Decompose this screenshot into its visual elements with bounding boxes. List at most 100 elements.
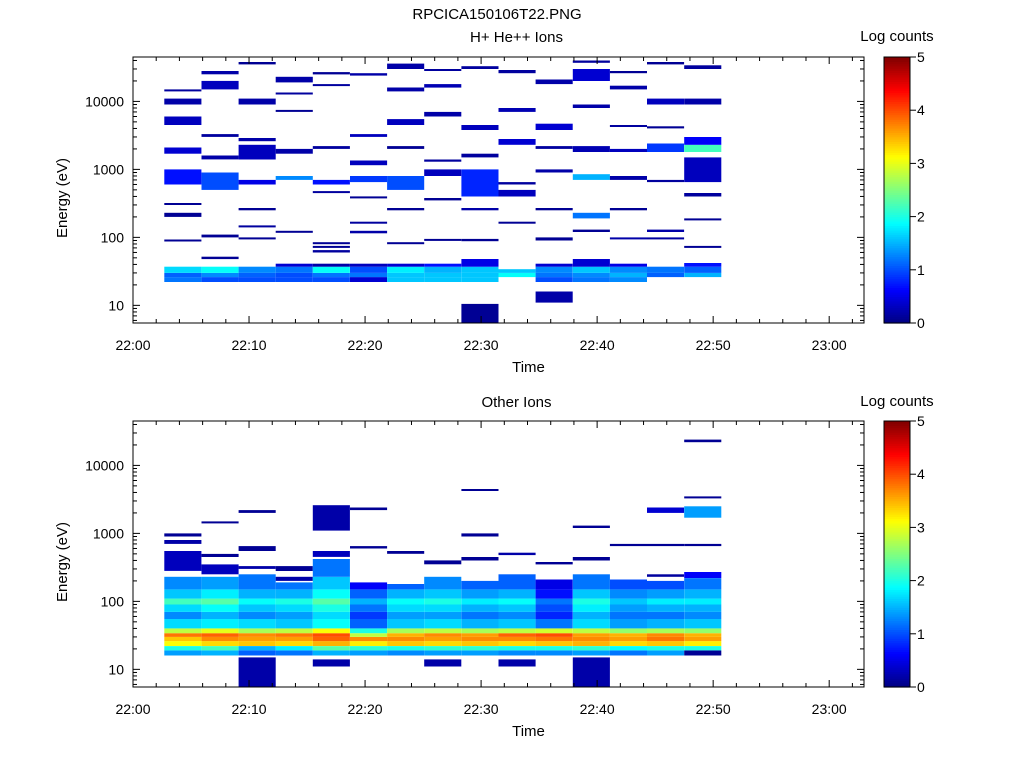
heatmap-cell bbox=[647, 604, 685, 612]
colorbar-swatch bbox=[884, 245, 910, 249]
colorbar-swatch bbox=[884, 611, 910, 615]
x-axis-label: Time bbox=[512, 359, 545, 376]
heatmap-cell bbox=[572, 646, 610, 651]
colorbar-swatch bbox=[884, 631, 910, 635]
heatmap-cell bbox=[684, 619, 722, 629]
heatmap-cell bbox=[350, 507, 388, 511]
heatmap-cell bbox=[201, 604, 239, 612]
heatmap-cell bbox=[684, 245, 722, 248]
heatmap-cell bbox=[609, 266, 647, 273]
heatmap-cell bbox=[312, 277, 350, 282]
colorbar-swatch bbox=[884, 221, 910, 224]
heatmap-cell bbox=[647, 636, 685, 642]
heatmap-cell bbox=[275, 266, 313, 273]
colorbar-swatch bbox=[884, 238, 910, 242]
x-tick-label: 22:10 bbox=[232, 337, 267, 353]
colorbar-swatch bbox=[884, 139, 910, 142]
heatmap-cell bbox=[424, 659, 462, 667]
heatmap-cell bbox=[238, 604, 276, 612]
heatmap-cell bbox=[164, 598, 202, 605]
colorbar-swatch bbox=[884, 664, 910, 668]
heatmap-cell bbox=[498, 552, 536, 556]
colorbar-swatch bbox=[884, 629, 910, 633]
heatmap-cell bbox=[498, 189, 536, 197]
heatmap-cell bbox=[201, 521, 239, 524]
heatmap-cell bbox=[424, 84, 462, 88]
heatmap-cell bbox=[461, 66, 499, 69]
heatmap-cell bbox=[350, 619, 388, 629]
heatmap-cell bbox=[461, 169, 499, 197]
heatmap-cell bbox=[572, 619, 610, 629]
heatmap-cell bbox=[535, 146, 573, 149]
heatmap-cell bbox=[461, 650, 499, 656]
panel-title: Other Ions bbox=[481, 394, 551, 411]
colorbar-swatch bbox=[884, 487, 910, 491]
heatmap-cell bbox=[572, 598, 610, 605]
colorbar-swatch bbox=[884, 485, 910, 489]
heatmap-cell bbox=[684, 598, 722, 605]
heatmap-cell bbox=[461, 619, 499, 629]
heatmap-cell bbox=[387, 63, 425, 69]
colorbar-swatch bbox=[884, 198, 910, 202]
heatmap-cell bbox=[312, 589, 350, 599]
colorbar-swatch bbox=[884, 243, 910, 247]
heatmap-cell bbox=[238, 98, 276, 105]
heatmap-cell bbox=[572, 633, 610, 637]
heatmap-cell bbox=[164, 576, 202, 590]
heatmap-cell bbox=[275, 633, 313, 637]
heatmap-cell bbox=[350, 230, 388, 234]
heatmap-cell bbox=[238, 628, 276, 634]
heatmap-cell bbox=[609, 237, 647, 240]
colorbar-swatch bbox=[884, 596, 910, 599]
heatmap-cell bbox=[647, 179, 685, 183]
heatmap-cell bbox=[312, 576, 350, 590]
heatmap-cell bbox=[498, 628, 536, 634]
heatmap-cell bbox=[312, 245, 350, 248]
heatmap-cell bbox=[609, 148, 647, 152]
colorbar-swatch bbox=[884, 181, 910, 184]
heatmap-cell bbox=[684, 144, 722, 152]
heatmap-cell bbox=[350, 589, 388, 599]
colorbar-swatch bbox=[884, 545, 910, 548]
heatmap-cell bbox=[609, 579, 647, 590]
heatmap-cell bbox=[647, 598, 685, 605]
heatmap-cell bbox=[164, 641, 202, 646]
colorbar-swatch bbox=[884, 99, 910, 102]
heatmap-cell bbox=[238, 277, 276, 282]
heatmap-cell bbox=[201, 641, 239, 646]
heatmap-cell bbox=[609, 71, 647, 74]
heatmap-cell bbox=[609, 272, 647, 278]
heatmap-cell bbox=[461, 604, 499, 612]
heatmap-cell bbox=[609, 619, 647, 629]
heatmap-cell bbox=[684, 604, 722, 612]
heatmap-cell bbox=[647, 580, 685, 590]
heatmap-cell bbox=[684, 572, 722, 578]
heatmap-cell bbox=[387, 119, 425, 125]
heatmap-cell bbox=[535, 598, 573, 605]
heatmap-cell bbox=[461, 633, 499, 637]
colorbar-swatch bbox=[884, 562, 910, 566]
colorbar-swatch bbox=[884, 316, 910, 320]
heatmap-cell bbox=[498, 604, 536, 612]
colorbar-label: Log counts bbox=[860, 28, 933, 45]
colorbar-swatch bbox=[884, 218, 910, 222]
heatmap-cell bbox=[350, 611, 388, 619]
panel-title: H+ He++ Ions bbox=[470, 29, 563, 46]
colorbar-swatch bbox=[884, 636, 910, 639]
colorbar-swatch bbox=[884, 305, 910, 309]
colorbar-swatch bbox=[884, 569, 910, 573]
colorbar-swatch bbox=[884, 201, 910, 204]
colorbar-swatch bbox=[884, 671, 910, 675]
heatmap-cell bbox=[424, 598, 462, 605]
heatmap-cell bbox=[350, 633, 388, 637]
heatmap-cell bbox=[684, 578, 722, 590]
heatmap-cell bbox=[164, 169, 202, 185]
heatmap-cell bbox=[201, 598, 239, 605]
heatmap-cell bbox=[312, 604, 350, 612]
heatmap-cell bbox=[387, 242, 425, 245]
colorbar-swatch bbox=[884, 161, 910, 164]
colorbar-swatch bbox=[884, 260, 910, 264]
heatmap-cell bbox=[387, 628, 425, 634]
heatmap-cell bbox=[498, 650, 536, 656]
colorbar-swatch bbox=[884, 675, 910, 679]
